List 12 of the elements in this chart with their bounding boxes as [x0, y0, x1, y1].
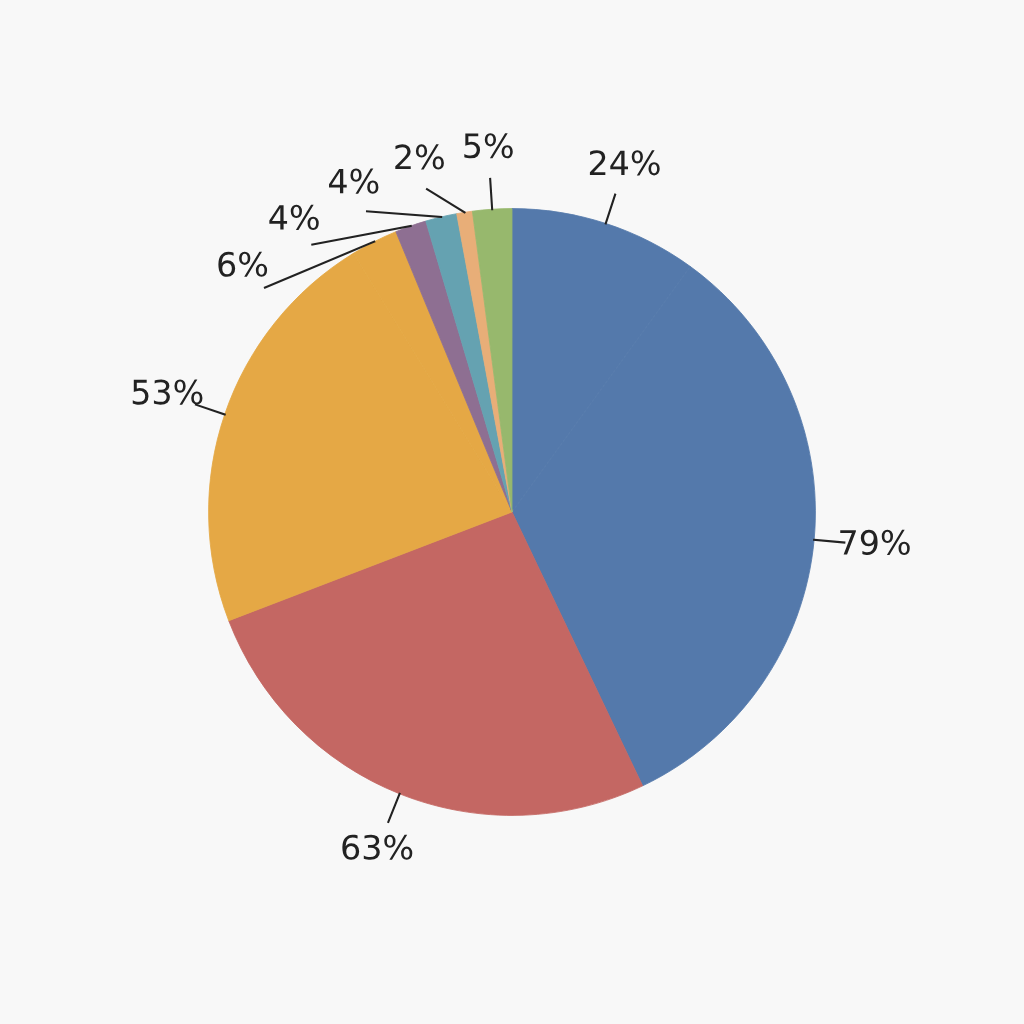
data-label: 5%: [464, 133, 513, 159]
pie-slice: [471, 208, 513, 513]
pie-slice: [228, 511, 644, 816]
data-label: 79%: [840, 529, 910, 555]
data-label: 63%: [342, 834, 413, 860]
data-label: 4%: [329, 168, 379, 194]
pie-slice: [395, 220, 513, 513]
data-label: 4%: [269, 204, 319, 230]
data-label: 24%: [589, 150, 660, 176]
data-label: 6%: [218, 251, 268, 277]
data-label: 53%: [132, 379, 203, 405]
data-label: 2%: [395, 144, 444, 170]
